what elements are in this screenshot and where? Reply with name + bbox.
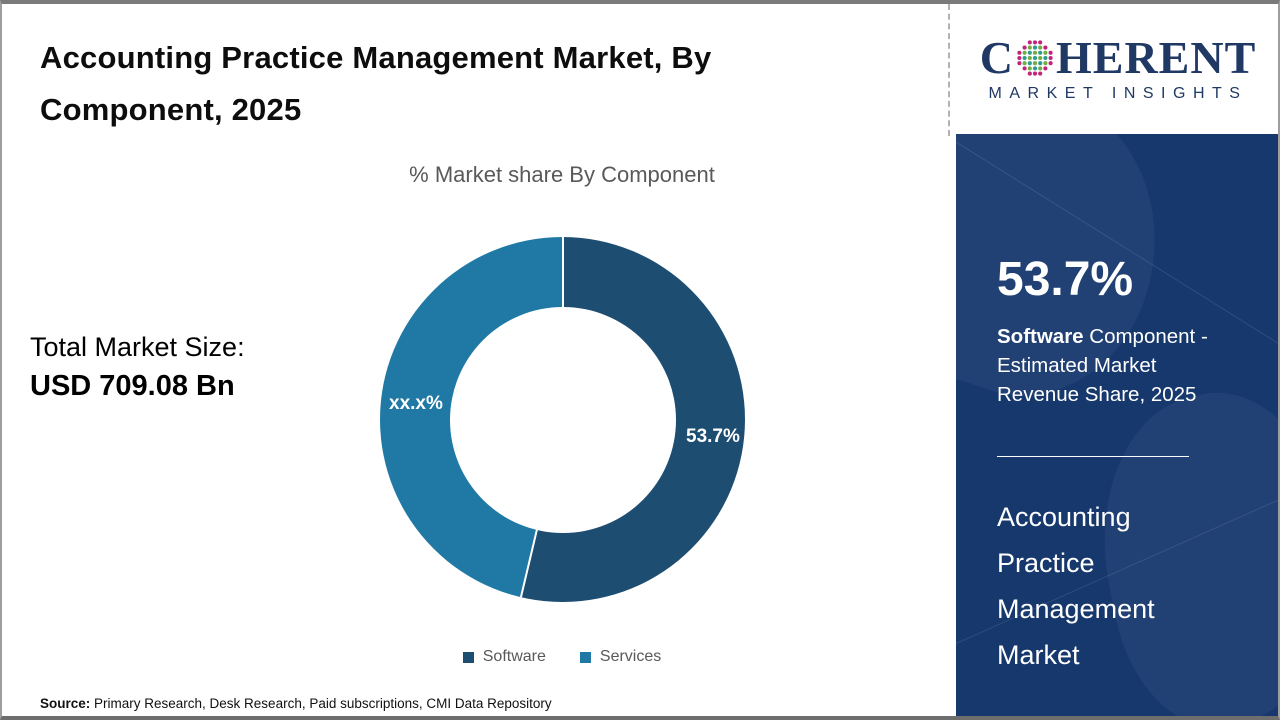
legend-swatch bbox=[462, 651, 474, 663]
sidebar-market-name: Accounting Practice Management Market bbox=[997, 502, 1155, 670]
legend-swatch bbox=[579, 651, 591, 663]
company-logo: C HERENT bbox=[980, 35, 1257, 81]
legend-item-services: Services bbox=[579, 648, 662, 666]
logo-subtext: MARKET INSIGHTS bbox=[988, 85, 1248, 102]
page-title: Accounting Practice Management Market, B… bbox=[40, 40, 712, 127]
sidebar-panel: 53.7% Software Component - Estimated Mar… bbox=[956, 134, 1278, 716]
logo-area: C HERENT MARKET INSIGHTS bbox=[956, 4, 1278, 134]
legend-label-software: Software bbox=[482, 648, 546, 665]
donut-hole bbox=[449, 306, 676, 533]
chart-legend: Software Services bbox=[330, 648, 794, 666]
legend-label-services: Services bbox=[599, 648, 662, 665]
legend-item-software: Software bbox=[462, 648, 546, 666]
logo-sphere-icon bbox=[1016, 39, 1054, 77]
total-market-size-label: Total Market Size: bbox=[30, 332, 245, 362]
logo-divider bbox=[948, 4, 950, 136]
chart-title: % Market share By Component bbox=[409, 162, 715, 187]
source-note: Source: Primary Research, Desk Research,… bbox=[40, 696, 552, 711]
total-market-size: Total Market Size: USD 709.08 Bn bbox=[30, 328, 245, 406]
sidebar-stat-description: Software Component - Estimated Market Re… bbox=[997, 322, 1242, 409]
sidebar-stat-value: 53.7% bbox=[997, 253, 1134, 306]
source-label: Source: bbox=[40, 696, 91, 711]
stat-desc-rest: Component - Estimated Market Revenue Sha… bbox=[997, 325, 1208, 406]
logo-letters-rest: HERENT bbox=[1055, 32, 1257, 83]
slice-label-services: xx.x% bbox=[389, 393, 443, 414]
total-market-size-value: USD 709.08 Bn bbox=[30, 370, 235, 402]
slice-label-software: 53.7% bbox=[686, 426, 740, 447]
logo-letter-c: C bbox=[979, 32, 1014, 83]
source-text: Primary Research, Desk Research, Paid su… bbox=[90, 696, 552, 711]
stat-desc-bold: Software bbox=[997, 325, 1084, 348]
donut-chart: 53.7% xx.x% bbox=[380, 237, 745, 602]
sidebar-divider bbox=[997, 456, 1189, 457]
